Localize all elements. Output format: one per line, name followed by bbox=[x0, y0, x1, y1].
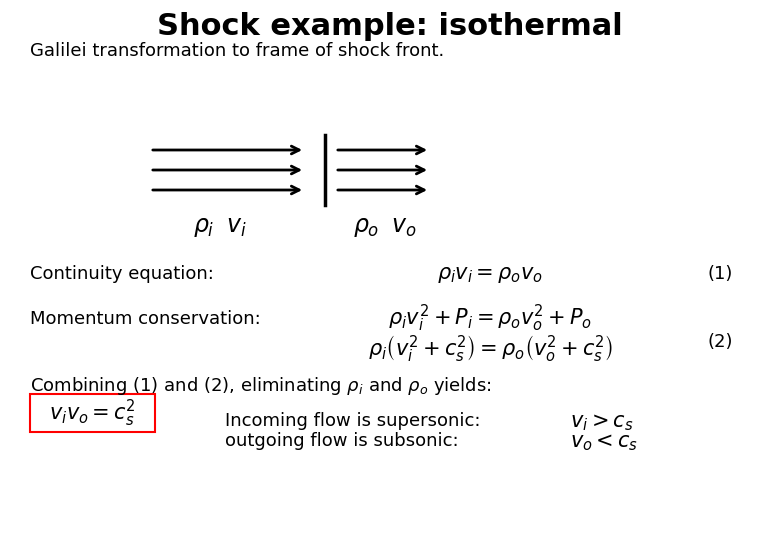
Text: $v_i > c_s$: $v_i > c_s$ bbox=[570, 412, 633, 433]
Text: outgoing flow is subsonic:: outgoing flow is subsonic: bbox=[225, 432, 459, 450]
Text: $v_i v_o = c_s^2$: $v_i v_o = c_s^2$ bbox=[48, 397, 136, 429]
Text: (2): (2) bbox=[707, 333, 732, 351]
Text: Momentum conservation:: Momentum conservation: bbox=[30, 310, 261, 328]
Text: (1): (1) bbox=[707, 265, 732, 283]
Bar bbox=[30, 394, 155, 432]
Text: $\rho_i \;\; v_i$: $\rho_i \;\; v_i$ bbox=[193, 215, 246, 239]
Text: Shock example: isothermal: Shock example: isothermal bbox=[157, 12, 623, 41]
Text: $\rho_i\left(v_i^2 + c_s^2\right) = \rho_o\left(v_o^2 + c_s^2\right)$: $\rho_i\left(v_i^2 + c_s^2\right) = \rho… bbox=[367, 333, 612, 364]
Text: $\rho_o \;\; v_o$: $\rho_o \;\; v_o$ bbox=[353, 215, 417, 239]
Text: $\rho_i v_i^2 + P_i = \rho_o v_o^2 + P_o$: $\rho_i v_i^2 + P_i = \rho_o v_o^2 + P_o… bbox=[388, 303, 592, 334]
Text: $v_o < c_s$: $v_o < c_s$ bbox=[570, 432, 638, 453]
Text: Combining (1) and (2), eliminating $\rho_i$ and $\rho_o$ yields:: Combining (1) and (2), eliminating $\rho… bbox=[30, 375, 491, 397]
Text: Continuity equation:: Continuity equation: bbox=[30, 265, 214, 283]
Text: Incoming flow is supersonic:: Incoming flow is supersonic: bbox=[225, 412, 480, 430]
Text: Galilei transformation to frame of shock front.: Galilei transformation to frame of shock… bbox=[30, 42, 445, 60]
Text: $\rho_i v_i = \rho_o v_o$: $\rho_i v_i = \rho_o v_o$ bbox=[437, 265, 543, 285]
